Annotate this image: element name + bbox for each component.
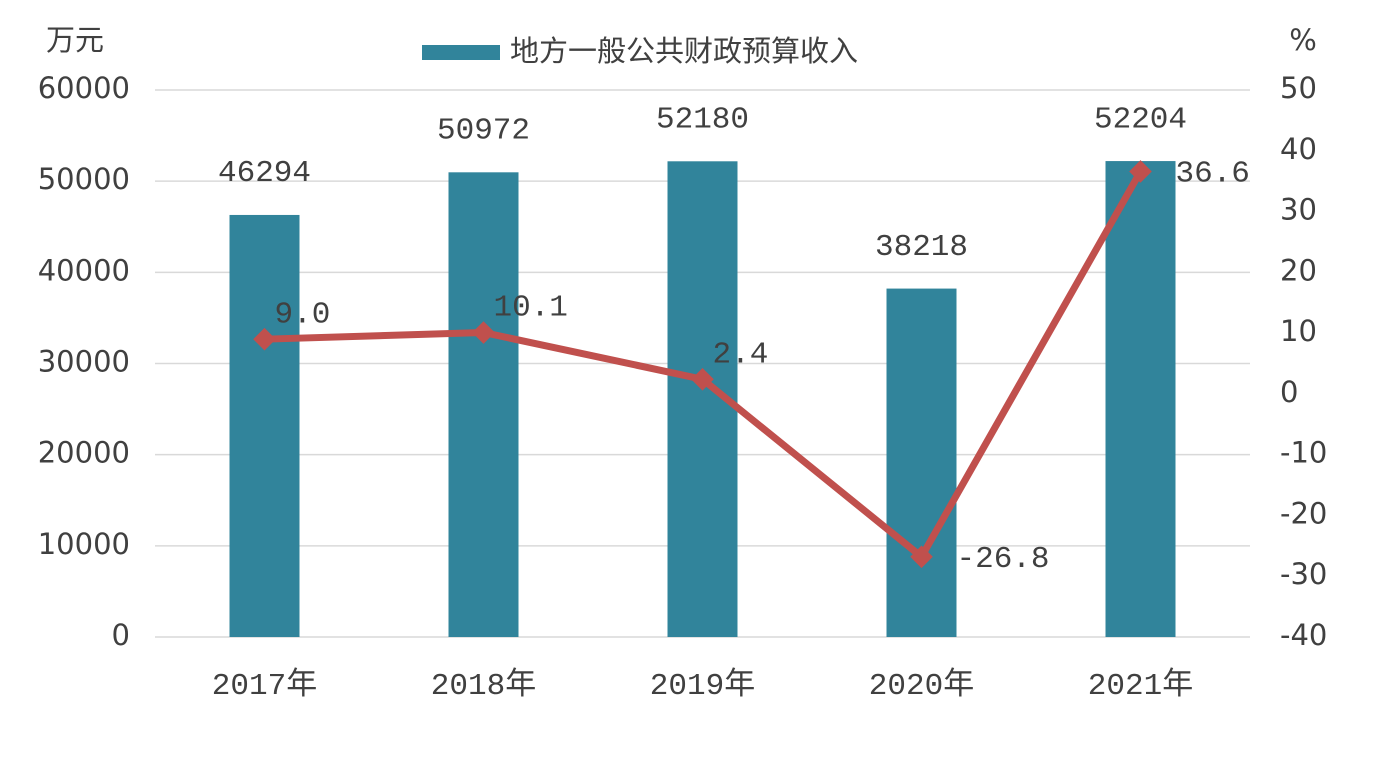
bar-value-label: 52204: [1094, 102, 1187, 137]
y-axis-label: 万元: [46, 23, 104, 57]
y2-tick-label: 10: [1280, 314, 1317, 348]
y2-tick-label: -10: [1280, 436, 1327, 470]
line-value-label: 9.0: [275, 297, 331, 332]
y2-tick-label: 20: [1280, 253, 1317, 287]
line-marker: [253, 327, 276, 351]
x-tick-label: 2021年: [1088, 667, 1193, 704]
x-tick-label: 2018年: [431, 667, 536, 704]
y-tick-label: 10000: [38, 527, 130, 561]
y2-tick-label: -40: [1280, 618, 1327, 652]
line-marker: [691, 367, 714, 391]
y-tick-label: 30000: [38, 345, 130, 379]
line-value-label: 36.6: [1176, 157, 1250, 192]
legend-swatch: [422, 45, 500, 60]
y2-tick-label: -30: [1280, 557, 1327, 591]
y2-tick-label: -20: [1280, 496, 1327, 530]
bar: [886, 288, 957, 637]
bar: [1105, 161, 1176, 637]
y2-tick-label: 40: [1280, 132, 1317, 166]
line-value-label: 2.4: [713, 337, 769, 372]
line-marker: [910, 545, 933, 569]
x-tick-label: 2019年: [650, 667, 755, 704]
bar-value-label: 38218: [875, 230, 968, 265]
line-value-label: 10.1: [494, 291, 568, 326]
y2-axis-label: %: [1289, 23, 1317, 57]
y-tick-label: 0: [112, 618, 130, 652]
line-marker: [472, 321, 495, 344]
y2-tick-label: 0: [1280, 375, 1298, 409]
legend-label: 地方一般公共财政预算收入: [510, 34, 858, 68]
y2-tick-label: 50: [1280, 71, 1317, 105]
y-tick-label: 50000: [38, 162, 130, 196]
bar-value-label: 50972: [437, 113, 530, 148]
bar-value-label: 52180: [656, 102, 749, 137]
y-tick-label: 20000: [38, 436, 130, 470]
y-tick-label: 60000: [38, 71, 130, 105]
x-tick-label: 2017年: [212, 667, 317, 704]
line-value-label: -26.8: [957, 542, 1050, 577]
x-tick-label: 2020年: [869, 667, 974, 704]
y-tick-label: 40000: [38, 253, 130, 287]
bar: [229, 214, 300, 637]
y2-tick-label: 30: [1280, 193, 1317, 227]
bar: [448, 172, 519, 637]
bar-value-label: 46294: [218, 156, 311, 191]
